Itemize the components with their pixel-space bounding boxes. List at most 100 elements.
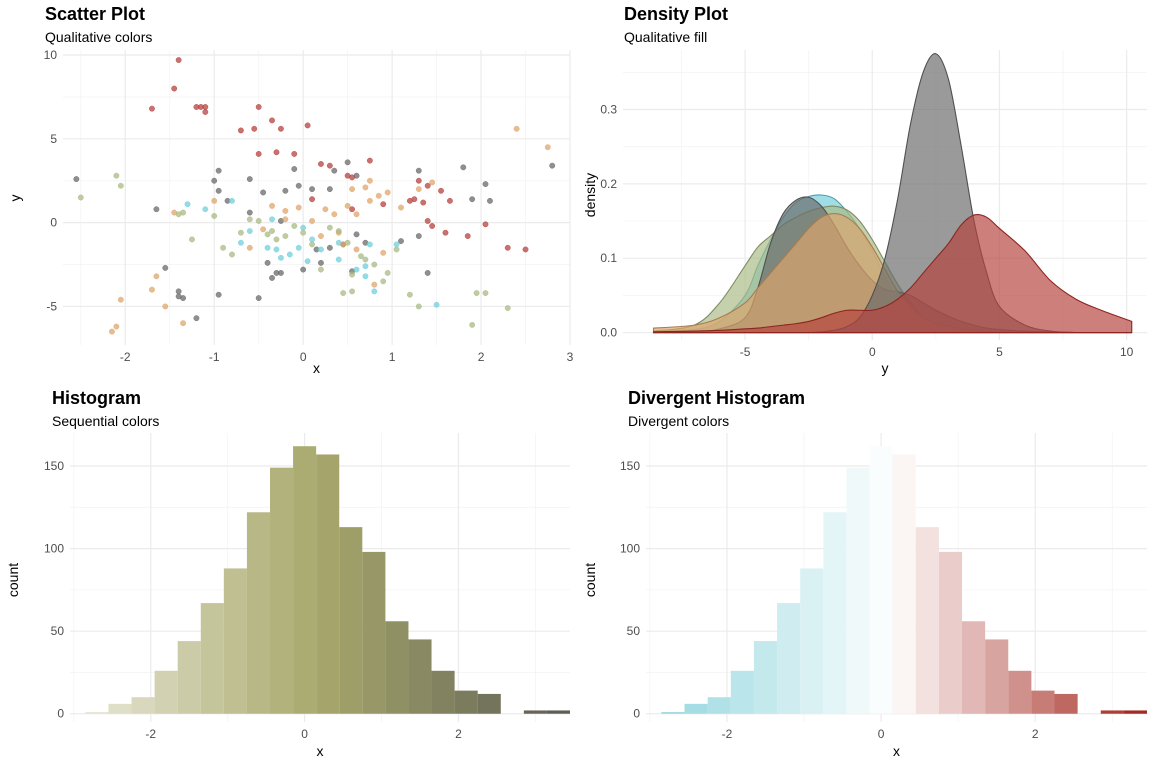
histogram-bar <box>200 603 224 714</box>
scatter-point <box>202 109 209 115</box>
density-area <box>652 214 1133 334</box>
histogram-bar <box>477 693 501 714</box>
scatter-point <box>246 228 253 234</box>
scatter-point <box>215 187 222 194</box>
histogram-bars <box>85 446 570 714</box>
scatter-point <box>429 223 436 229</box>
scatter-point <box>340 290 347 296</box>
histogram-bar <box>246 512 270 714</box>
histogram-bar <box>661 712 685 714</box>
scatter-point <box>380 278 387 285</box>
scatter-point <box>415 167 422 174</box>
scatter-point <box>202 104 209 110</box>
scatter-point <box>366 157 373 164</box>
scatter-point <box>380 201 387 208</box>
scatter-point <box>211 213 218 219</box>
scatter-point <box>318 246 324 253</box>
scatter-points <box>73 57 556 335</box>
scatter-point <box>229 197 235 204</box>
scatter-point <box>255 218 262 224</box>
y-axis-label: count <box>582 563 598 597</box>
scatter-point <box>522 246 529 253</box>
y-tick-label: 0.2 <box>600 177 617 191</box>
scatter-point <box>269 117 275 124</box>
scatter-point <box>117 182 124 189</box>
scatter-point <box>113 172 120 179</box>
scatter-point <box>438 187 444 194</box>
scatter-point <box>469 321 476 328</box>
scatter-point <box>371 288 378 295</box>
scatter-point <box>246 216 253 223</box>
scatter-point <box>269 275 275 281</box>
scatter-point <box>424 270 431 276</box>
scatter-point <box>424 218 431 224</box>
scatter-point <box>237 127 244 134</box>
scatter-point <box>384 270 391 276</box>
x-tick-label: 1 <box>389 350 396 364</box>
histogram-bar <box>985 639 1009 714</box>
scatter-point <box>460 164 467 171</box>
scatter-point <box>544 144 551 151</box>
scatter-point <box>420 199 427 206</box>
scatter-point <box>415 186 422 193</box>
scatter-point <box>326 162 333 169</box>
histogram-bar <box>431 670 455 714</box>
scatter-point <box>269 228 275 234</box>
x-tick-label: 2 <box>478 350 485 364</box>
y-tick-label: 0 <box>57 707 64 721</box>
y-axis-label: density <box>582 173 598 217</box>
scatter-point <box>73 176 80 182</box>
histogram-bar <box>962 621 986 714</box>
scatter-point <box>349 206 355 213</box>
histogram-bar <box>523 710 547 714</box>
scatter-point <box>113 323 120 330</box>
scatter-point <box>162 264 169 271</box>
scatter-point <box>353 231 360 238</box>
histogram-bar <box>938 551 963 714</box>
scatter-point <box>180 209 186 216</box>
scatter-point <box>211 197 218 204</box>
scatter-point <box>362 273 369 280</box>
density-title: Density Plot <box>624 4 729 24</box>
histogram-bar <box>1123 710 1147 714</box>
x-axis-label: x <box>317 743 324 759</box>
scatter-point <box>309 196 315 203</box>
scatter-point <box>269 216 275 223</box>
scatter-point <box>482 290 489 296</box>
scatter-point <box>286 251 293 258</box>
scatter-point <box>295 244 302 251</box>
scatter-point <box>406 291 413 298</box>
scatter-point <box>424 182 431 189</box>
scatter-point <box>473 290 480 296</box>
panel-2-axes: -2 0 2 0 50 100 150 x count <box>5 459 462 759</box>
scatter-point <box>260 226 267 233</box>
scatter-point <box>180 320 186 327</box>
histogram-bar <box>777 603 801 714</box>
histogram-subtitle: Sequential colors <box>52 413 160 429</box>
scatter-point <box>77 194 84 201</box>
divergent-title: Divergent Histogram <box>628 388 806 408</box>
scatter-point <box>362 184 369 191</box>
scatter-point <box>309 241 315 248</box>
scatter-point <box>371 281 378 288</box>
x-axis-label: y <box>882 360 889 376</box>
histogram-title: Histogram <box>52 388 142 408</box>
scatter-point <box>366 197 373 204</box>
histogram-bar <box>385 621 409 714</box>
scatter-point <box>278 254 284 261</box>
scatter-point <box>117 296 124 303</box>
x-tick-label: -2 <box>722 727 733 741</box>
scatter-point <box>237 229 244 236</box>
histogram-bar <box>546 710 570 714</box>
x-tick-label: 0 <box>878 727 885 741</box>
scatter-point <box>513 125 520 132</box>
scatter-point <box>291 166 298 172</box>
scatter-point <box>246 209 253 216</box>
scatter-point <box>349 271 355 278</box>
scatter-point <box>237 239 244 246</box>
histogram-bar <box>293 446 317 714</box>
scatter-point <box>215 291 222 298</box>
y-tick-label: -5 <box>46 299 57 313</box>
scatter-point <box>442 229 449 236</box>
scatter-point <box>264 259 271 266</box>
